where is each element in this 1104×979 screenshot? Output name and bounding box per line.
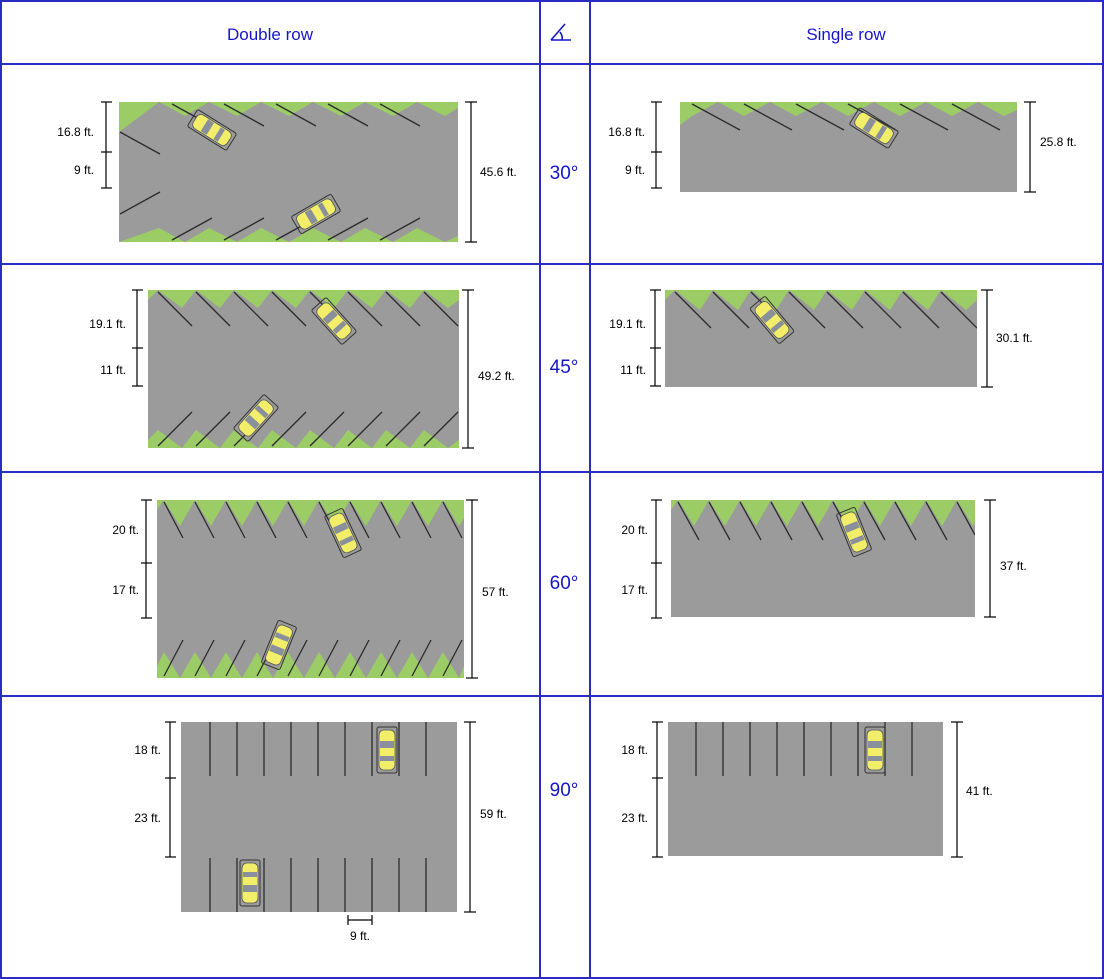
car: [311, 297, 357, 345]
pavement: [665, 290, 977, 387]
pavement: [668, 722, 943, 856]
car: [291, 194, 341, 234]
pavement: [181, 722, 457, 912]
car: [187, 109, 237, 151]
pavement: [157, 500, 464, 678]
lot-double-60: 20 ft. 17 ft. 57 ft.: [112, 499, 509, 679]
dim-aisle-width: 17 ft.: [621, 583, 648, 597]
dim-aisle-width: 9 ft.: [74, 163, 94, 177]
lot-double-30: 16.8 ft. 9 ft. 45.6 ft.: [57, 101, 517, 243]
angle-label-60: 60°: [550, 573, 579, 594]
car: [376, 726, 398, 774]
dim-total-width: 30.1 ft.: [996, 331, 1033, 345]
dim-stall-depth: 16.8 ft.: [57, 125, 94, 139]
dimension-lines: [652, 721, 963, 858]
dim-aisle-width: 11 ft.: [620, 363, 646, 377]
stall-stripes: [695, 722, 913, 776]
dim-total-width: 59 ft.: [480, 807, 507, 821]
angle-icon: [550, 23, 571, 41]
stall-stripes: [674, 291, 977, 329]
dimension-lines: [165, 721, 476, 925]
dim-stall-depth: 20 ft.: [112, 523, 139, 537]
dimension-lines: [132, 289, 474, 449]
dim-stall-depth: 18 ft.: [621, 743, 648, 757]
dimension-lines: [651, 101, 1036, 193]
dim-stall-depth: 16.8 ft.: [608, 125, 645, 139]
angle-label-90: 90°: [550, 780, 579, 801]
lot-double-45: 19.1 ft. 11 ft. 49.2 ft.: [89, 289, 515, 449]
dim-aisle-width: 11 ft.: [100, 363, 126, 377]
header-single-row: Single row: [806, 25, 886, 44]
car: [239, 859, 261, 907]
dim-aisle-width: 23 ft.: [134, 811, 161, 825]
dim-total-width: 45.6 ft.: [480, 165, 517, 179]
dim-stall-depth: 19.1 ft.: [89, 317, 126, 331]
stall-stripes: [209, 722, 427, 912]
dim-total-width: 37 ft.: [1000, 559, 1027, 573]
stall-stripes: [691, 103, 1001, 131]
angle-label-45: 45°: [550, 357, 579, 378]
car: [849, 107, 899, 149]
stall-stripes: [157, 291, 459, 447]
dim-aisle-width: 23 ft.: [621, 811, 648, 825]
dimension-lines: [650, 289, 993, 388]
dim-stall-width: 9 ft.: [350, 929, 370, 943]
dim-aisle-width: 17 ft.: [112, 583, 139, 597]
header-double-row: Double row: [227, 25, 314, 44]
pavement: [148, 290, 459, 448]
lot-double-90: 18 ft. 23 ft. 59 ft. 9 ft.: [134, 721, 507, 943]
stall-stripes: [119, 103, 421, 241]
dimension-lines: [141, 499, 478, 679]
dim-total-width: 49.2 ft.: [478, 369, 515, 383]
car: [233, 394, 279, 442]
dimension-lines: [101, 101, 477, 243]
dim-aisle-width: 9 ft.: [625, 163, 645, 177]
car: [324, 508, 362, 558]
dim-stall-depth: 20 ft.: [621, 523, 648, 537]
pavement: [671, 500, 975, 617]
dim-stall-depth: 19.1 ft.: [609, 317, 646, 331]
car: [836, 507, 872, 557]
lot-single-90: 18 ft. 23 ft. 41 ft.: [621, 721, 993, 858]
dim-total-width: 41 ft.: [966, 784, 993, 798]
car: [749, 296, 795, 344]
dim-total-width: 57 ft.: [482, 585, 509, 599]
dim-stall-depth: 18 ft.: [134, 743, 161, 757]
angle-label-30: 30°: [550, 163, 579, 184]
dim-total-width: 25.8 ft.: [1040, 135, 1077, 149]
pavement: [119, 102, 458, 242]
lot-single-45: 19.1 ft. 11 ft. 30.1 ft.: [609, 289, 1033, 388]
dimension-lines: [651, 499, 996, 619]
lot-single-60: 20 ft. 17 ft. 37 ft.: [621, 499, 1027, 619]
pavement: [680, 102, 1017, 192]
car: [261, 620, 297, 670]
lot-single-30: 16.8 ft. 9 ft. 25.8 ft.: [608, 101, 1077, 193]
car: [864, 726, 886, 774]
